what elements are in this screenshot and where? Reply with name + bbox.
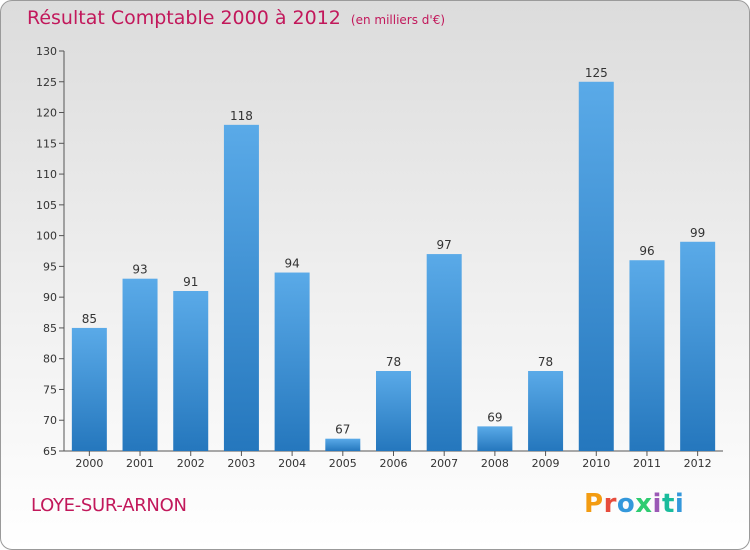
bar-value-label: 78	[538, 355, 553, 369]
bar	[528, 371, 564, 451]
y-tick-label: 80	[43, 353, 57, 366]
bar	[122, 278, 158, 451]
bar-value-label: 118	[230, 109, 253, 123]
x-tick-label: 2005	[329, 457, 357, 470]
y-tick-label: 120	[36, 107, 57, 120]
y-tick-label: 70	[43, 414, 57, 427]
y-tick-label: 125	[36, 76, 57, 89]
bar-value-label: 125	[585, 66, 608, 80]
logo-letter: i	[652, 489, 662, 519]
logo-letter: P	[584, 489, 604, 519]
x-tick-label: 2001	[126, 457, 154, 470]
chart-title-main: Résultat Comptable 2000 à 2012	[27, 7, 341, 29]
bar-value-label: 69	[487, 410, 502, 424]
x-tick-label: 2000	[75, 457, 103, 470]
y-tick-label: 110	[36, 168, 57, 181]
bar-value-label: 91	[183, 275, 198, 289]
bar	[274, 272, 310, 451]
x-tick-label: 2010	[582, 457, 610, 470]
logo-letter: i	[674, 489, 685, 519]
bar-value-label: 67	[335, 423, 350, 437]
chart-bars	[71, 81, 716, 452]
chart-subtitle: (en milliers d'€)	[350, 13, 446, 27]
bar-value-label: 99	[690, 226, 705, 240]
y-tick-label: 115	[36, 137, 57, 150]
bar-value-label: 94	[284, 257, 299, 271]
y-tick-label: 65	[43, 445, 57, 458]
bar	[426, 254, 462, 451]
bar-value-label: 78	[386, 355, 401, 369]
x-tick-label: 2002	[177, 457, 205, 470]
bar	[578, 81, 614, 452]
bar-value-label: 85	[82, 312, 97, 326]
x-tick-label: 2011	[633, 457, 661, 470]
y-tick-label: 90	[43, 291, 57, 304]
commune-name: LOYE-SUR-ARNON	[31, 495, 187, 516]
bar	[680, 241, 716, 451]
logo-letter: t	[661, 489, 675, 519]
x-tick-label: 2012	[684, 457, 712, 470]
x-tick-label: 2008	[481, 457, 509, 470]
bar-value-label: 97	[437, 238, 452, 252]
chart-bar-labels: 85 93 91 118 94 67 78 97 69 78 125 96 99	[82, 66, 706, 437]
x-tick-label: 2007	[430, 457, 458, 470]
bar	[376, 371, 411, 451]
logo-letter: r	[603, 489, 617, 519]
y-tick-label: 85	[43, 322, 57, 335]
chart-title: Résultat Comptable 2000 à 2012 (en millie…	[27, 7, 445, 29]
bar	[71, 327, 107, 451]
bar	[325, 438, 361, 451]
bar	[223, 124, 259, 451]
logo-letter: o	[616, 489, 636, 519]
y-tick-label: 75	[43, 383, 57, 396]
logo-letter: x	[635, 489, 653, 519]
bar-value-label: 93	[132, 263, 147, 277]
bar	[477, 426, 513, 451]
bar-value-label: 96	[639, 244, 654, 258]
x-tick-label: 2006	[380, 457, 408, 470]
bar	[173, 291, 209, 451]
y-tick-label: 100	[36, 230, 57, 243]
y-tick-label: 130	[36, 45, 57, 58]
y-tick-label: 95	[43, 260, 57, 273]
proxiti-logo: Proxiti	[584, 489, 684, 519]
x-tick-label: 2004	[278, 457, 306, 470]
x-tick-label: 2003	[227, 457, 255, 470]
x-tick-label: 2009	[532, 457, 560, 470]
bar	[629, 260, 665, 451]
y-tick-label: 105	[36, 199, 57, 212]
